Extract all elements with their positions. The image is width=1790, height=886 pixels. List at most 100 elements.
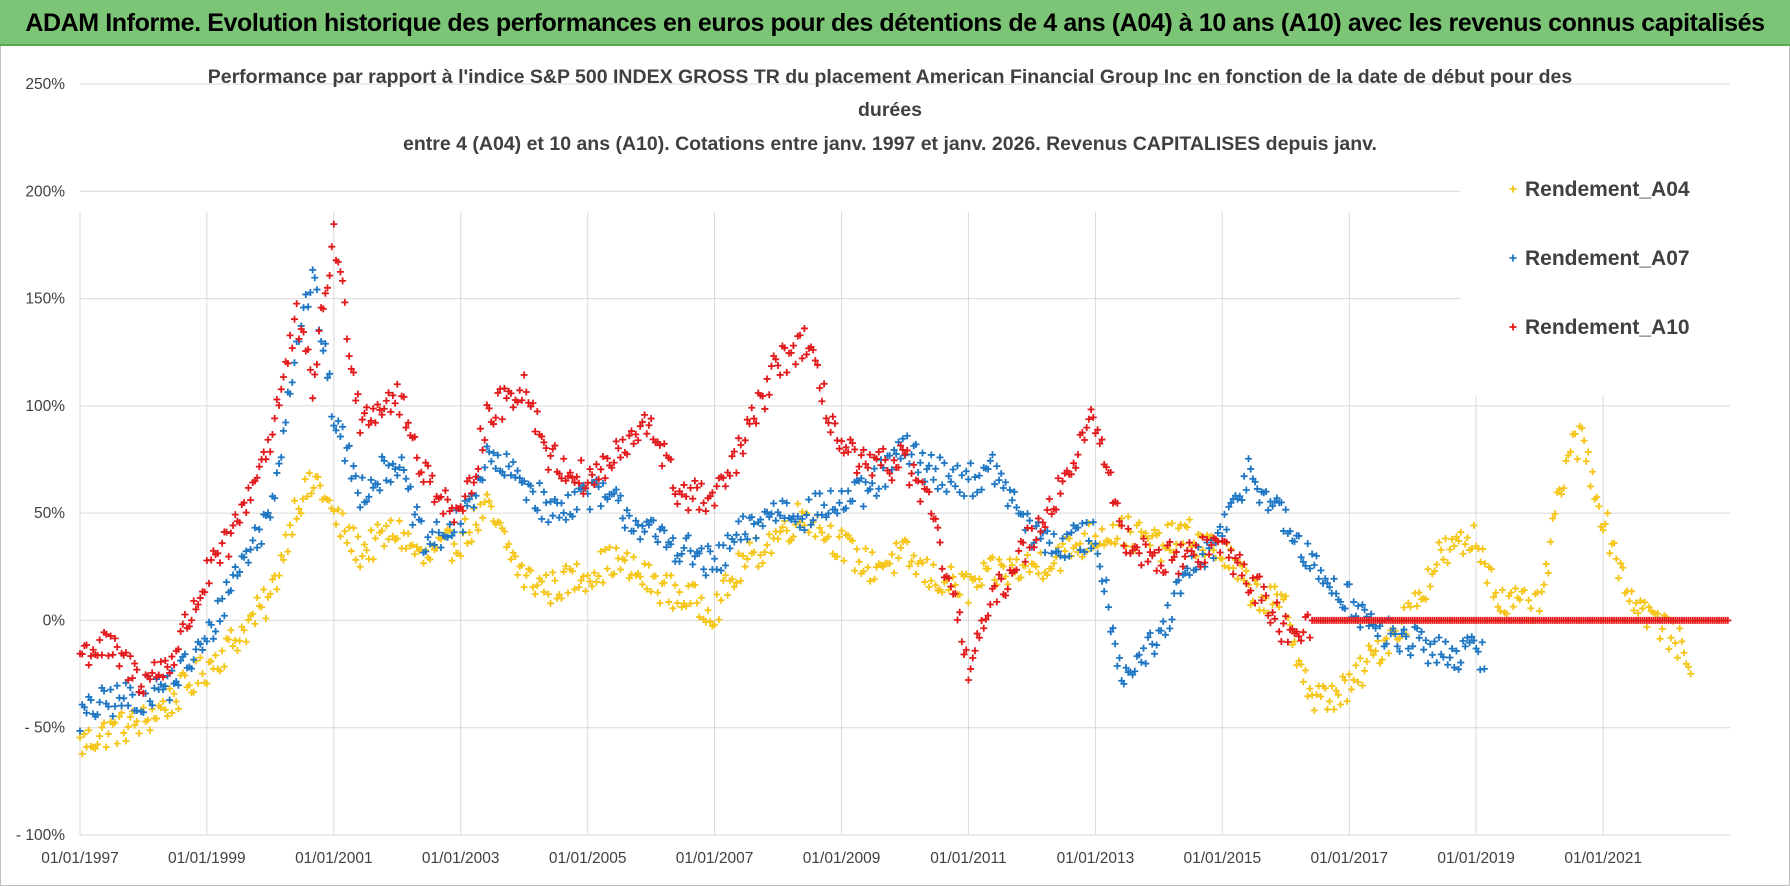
data-point	[599, 479, 607, 487]
data-point	[498, 468, 506, 476]
data-point	[409, 521, 417, 529]
data-point	[544, 518, 552, 526]
data-point	[691, 552, 699, 560]
data-point	[1223, 526, 1231, 534]
data-point	[309, 266, 317, 274]
data-point	[161, 706, 169, 714]
data-point	[656, 599, 664, 607]
data-point	[264, 436, 272, 444]
data-point	[993, 462, 1001, 470]
data-point	[1343, 697, 1351, 705]
data-point	[818, 529, 826, 537]
data-point	[1087, 405, 1095, 413]
data-point	[914, 477, 922, 485]
data-point	[936, 453, 944, 461]
data-point	[1142, 529, 1150, 537]
data-point	[1439, 653, 1447, 661]
data-point	[1435, 538, 1443, 546]
data-point	[1231, 554, 1239, 562]
data-point	[240, 553, 248, 561]
data-point	[835, 445, 843, 453]
data-point	[240, 626, 248, 634]
data-point	[643, 430, 651, 438]
data-point	[223, 578, 231, 586]
data-point	[109, 651, 117, 659]
data-point	[1006, 486, 1014, 494]
data-point	[332, 426, 340, 434]
chart: 250% 200% 150% 100% 50% 0% - 50% - 100% 01/01/1…	[16, 66, 1735, 867]
y-tick-label: - 50%	[25, 720, 66, 737]
data-point	[958, 638, 966, 646]
data-point	[326, 272, 334, 280]
data-point	[288, 344, 296, 352]
series-Rendement_A10	[76, 220, 1732, 697]
data-point	[638, 418, 646, 426]
data-point	[1304, 692, 1312, 700]
data-point	[748, 513, 756, 521]
data-point	[689, 560, 697, 568]
data-point	[1168, 615, 1176, 623]
data-point	[564, 589, 572, 597]
data-point	[866, 485, 874, 493]
data-point	[233, 572, 241, 580]
data-point	[1306, 565, 1314, 573]
data-point	[378, 527, 386, 535]
data-point	[395, 517, 403, 525]
data-point	[916, 498, 924, 506]
data-point	[1115, 517, 1123, 525]
data-point	[498, 415, 506, 423]
data-point	[949, 465, 957, 473]
data-point	[520, 477, 528, 485]
data-point	[564, 491, 572, 499]
data-point	[1120, 542, 1128, 550]
data-point	[929, 561, 937, 569]
data-point	[107, 686, 115, 694]
data-point	[444, 496, 452, 504]
data-point	[630, 553, 638, 561]
chart-title: Performance par rapport à l'indice S&P 5…	[208, 66, 1573, 155]
data-point	[967, 459, 975, 467]
data-point	[380, 457, 388, 465]
data-point	[1295, 532, 1303, 540]
data-point	[892, 539, 900, 547]
data-point	[1223, 538, 1231, 546]
data-point	[1645, 603, 1653, 611]
data-point	[627, 570, 635, 578]
data-point	[192, 605, 200, 613]
data-point	[671, 490, 679, 498]
data-point	[365, 493, 373, 501]
data-point	[1135, 519, 1143, 527]
data-point	[831, 506, 839, 514]
data-point	[814, 361, 822, 369]
data-point	[369, 405, 377, 413]
data-point	[1234, 559, 1242, 567]
data-point	[770, 499, 778, 507]
data-point	[209, 547, 217, 555]
data-point	[761, 548, 769, 556]
data-point	[113, 740, 121, 748]
data-point	[371, 534, 379, 542]
data-point	[313, 360, 321, 368]
data-point	[1578, 424, 1586, 432]
data-point	[1120, 680, 1128, 688]
data-point	[560, 509, 568, 517]
data-point	[1245, 455, 1253, 463]
data-point	[1159, 617, 1167, 625]
data-point	[549, 512, 557, 520]
data-point	[1461, 540, 1469, 548]
data-point	[417, 468, 425, 476]
data-point	[332, 520, 340, 528]
data-point	[783, 499, 791, 507]
data-point	[991, 480, 999, 488]
data-point	[595, 475, 603, 483]
data-point	[1070, 459, 1078, 467]
data-point	[665, 598, 673, 606]
data-point	[1562, 457, 1570, 465]
data-point	[457, 503, 465, 511]
data-point	[124, 723, 132, 731]
data-point	[1330, 705, 1338, 713]
data-point	[365, 421, 373, 429]
data-point	[457, 520, 465, 528]
data-point	[109, 712, 117, 720]
data-point	[311, 274, 319, 282]
